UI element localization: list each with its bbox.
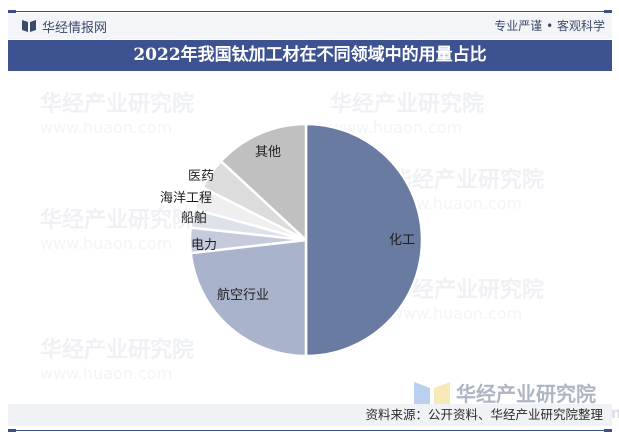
watermark: 华经产业研究院 www.huaon.com	[40, 332, 194, 383]
top-line-cap-right	[604, 10, 612, 13]
bottom-line-cap-left	[8, 429, 16, 432]
watermark-name: 华经产业研究院	[40, 338, 195, 363]
chart-title: 2022年我国钛加工材在不同领域中的用量占比	[8, 40, 612, 71]
watermark-url: www.huaon.com	[330, 118, 463, 137]
watermark: 华经产业研究院 www.huaon.com	[390, 272, 544, 323]
slice-label: 航空行业	[217, 287, 269, 303]
watermark-url: www.huaon.com	[390, 304, 523, 323]
watermark-name: 华经产业研究院	[40, 92, 195, 117]
pie-slice	[189, 238, 308, 358]
pie-slice	[219, 122, 308, 242]
slice-label: 电力	[191, 238, 217, 253]
brand-name: 华经情报网	[42, 20, 108, 36]
watermark-name: 华经产业研究院	[40, 208, 195, 233]
footer-band	[8, 404, 612, 426]
slice-label: 海洋工程	[160, 191, 212, 206]
slice-label: 化工	[389, 233, 415, 248]
pie-slices	[188, 122, 424, 358]
watermark-url: www.huaon.com	[390, 194, 523, 213]
watermark-url: www.huaon.com	[40, 364, 173, 383]
top-line	[8, 11, 612, 12]
brand: 华经情报网	[22, 16, 107, 36]
watermark-url: www.huaon.com	[40, 234, 173, 253]
watermark: 华经产业研究院 www.huaon.com	[40, 86, 194, 137]
top-line-cap-left	[8, 10, 16, 13]
watermark-name: 华经产业研究院	[330, 92, 485, 117]
pie-slice	[304, 122, 424, 358]
watermark-logo-name: 华经产业研究院	[456, 382, 596, 406]
chart-area: 华经产业研究院 www.huaon.com 华经产业研究院 www.huaon.…	[0, 72, 619, 402]
watermark-name: 华经产业研究院	[390, 168, 545, 193]
header-band	[8, 13, 612, 39]
watermark: 华经产业研究院 www.huaon.com	[40, 202, 194, 253]
watermark: 华经产业研究院 www.huaon.com	[390, 162, 544, 213]
book-icon	[22, 19, 36, 33]
bottom-line-cap-right	[604, 429, 612, 432]
source-note: 资料来源：公开资料、华经产业研究院整理	[365, 407, 603, 422]
slice-label: 船舶	[181, 210, 207, 226]
bottom-line	[8, 430, 612, 431]
watermark: 华经产业研究院 www.huaon.com	[330, 86, 484, 137]
watermark-url: www.huaon.com	[40, 118, 173, 137]
slogan: 专业严谨 • 客观科学	[494, 19, 605, 33]
slice-label: 医药	[188, 169, 214, 184]
slice-label: 其他	[255, 145, 281, 160]
watermark-name: 华经产业研究院	[390, 278, 545, 303]
